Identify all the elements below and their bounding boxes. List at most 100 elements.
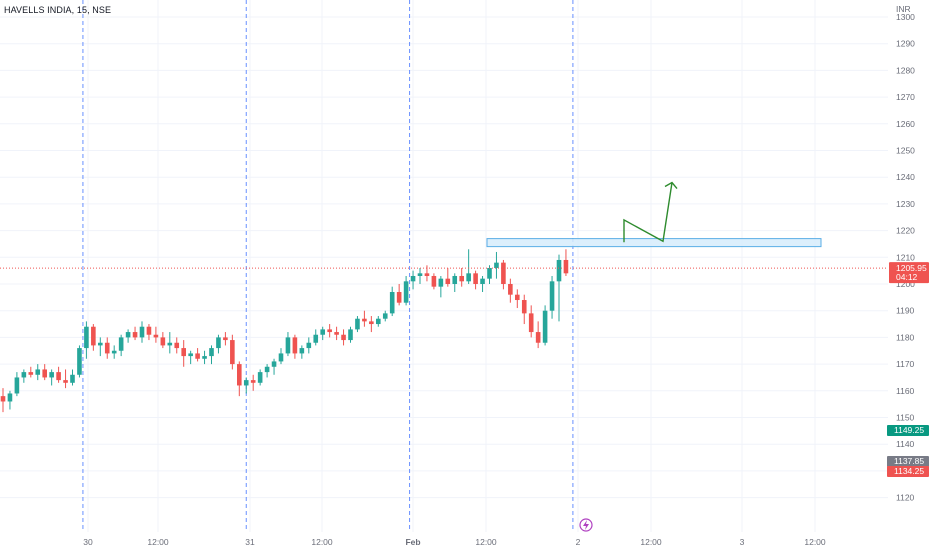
candle-body[interactable] [334,332,339,335]
x-tick-label: 3 [740,537,745,547]
candle-body[interactable] [70,374,75,383]
candle-body[interactable] [21,372,27,378]
candle-body[interactable] [264,366,270,373]
candle-body[interactable] [508,284,513,295]
candle-body[interactable] [188,353,193,357]
candle-body[interactable] [313,334,319,343]
currency-label: INR [896,4,911,14]
candle-body[interactable] [389,292,395,314]
candle-body[interactable] [445,278,451,284]
candle-body[interactable] [250,380,256,383]
candle-body[interactable] [355,318,360,330]
candle-body[interactable] [7,393,13,402]
candle-body[interactable] [376,318,381,325]
candle-body[interactable] [181,348,186,357]
y-tick-label: 1300 [896,12,915,22]
candle-body[interactable] [535,332,541,343]
candle-body[interactable] [237,364,242,386]
candle-body[interactable] [341,334,346,341]
candle-body[interactable] [230,340,235,365]
candle-body[interactable] [306,342,312,349]
candle-body[interactable] [98,342,103,346]
candle-body[interactable] [480,278,485,284]
candle-body[interactable] [396,292,402,303]
candle-body[interactable] [466,273,471,282]
candle-body[interactable] [195,353,200,359]
candle-body[interactable] [452,275,458,284]
candle-body[interactable] [111,350,117,354]
candle-body[interactable] [146,326,152,335]
time-axis[interactable]: 30 12:00 31 12:00 Feb 12:00 2 12:00 3 12:00 [83,537,826,547]
price-level-value: 1149.25 [894,425,924,435]
candle-body[interactable] [473,273,478,284]
candle-body[interactable] [382,313,388,319]
candle-body[interactable] [521,300,527,314]
events[interactable] [579,518,593,532]
candle-body[interactable] [487,267,492,279]
candle-body[interactable] [403,281,409,303]
candle-body[interactable] [542,310,548,343]
candle-body[interactable] [556,259,562,282]
candle-body[interactable] [299,348,305,354]
price-level-value: 1137.85 [894,456,924,466]
candle-body[interactable] [118,337,124,351]
candle-body[interactable] [35,369,41,375]
y-tick-label: 1270 [896,92,915,102]
candle-body[interactable] [327,329,332,333]
candle-body[interactable] [167,342,173,346]
price-level-badge [887,425,929,436]
candle-body[interactable] [278,353,284,362]
candle-body[interactable] [549,281,555,311]
candle-body[interactable] [153,334,159,338]
candle-body[interactable] [174,342,180,349]
candle-body[interactable] [515,294,520,301]
candle-body[interactable] [28,372,34,375]
candles[interactable] [0,249,569,413]
candle-body[interactable] [77,348,82,375]
candle-body[interactable] [63,380,68,383]
candle-body[interactable] [91,326,96,346]
drawings[interactable] [486,181,822,248]
candle-body[interactable] [0,396,6,402]
candle-body[interactable] [132,332,138,338]
candle-body[interactable] [84,326,89,349]
candle-body[interactable] [216,337,221,349]
candle-body[interactable] [501,262,506,284]
candle-body[interactable] [139,326,145,338]
candle-body[interactable] [257,372,263,383]
candle-body[interactable] [125,332,131,338]
candle-body[interactable] [243,380,249,386]
arrow-head-icon [664,181,678,189]
candle-body[interactable] [49,372,54,378]
candle-body[interactable] [362,318,367,322]
candle-body[interactable] [369,321,374,325]
candle-body[interactable] [56,372,61,381]
candle-body[interactable] [494,262,499,268]
candle-body[interactable] [271,361,277,367]
candle-body[interactable] [431,275,437,287]
candle-body[interactable] [285,337,291,354]
candle-body[interactable] [348,329,353,341]
candle-body[interactable] [202,356,207,359]
candle-body[interactable] [528,313,534,333]
candle-body[interactable] [438,278,444,287]
candle-body[interactable] [563,259,569,274]
candle-body[interactable] [223,337,228,341]
candle-body[interactable] [459,275,464,282]
candle-body[interactable] [320,329,325,335]
candle-body[interactable] [424,273,430,276]
candle-body[interactable] [14,377,20,394]
candle-body[interactable] [209,348,214,357]
candle-body[interactable] [104,342,110,354]
price-level-value: 1134.25 [894,466,924,476]
candle-body[interactable] [410,275,416,282]
candle-body[interactable] [292,337,298,354]
lightning-icon [583,520,589,530]
price-axis[interactable]: 1120113011401150116011701180119012001210… [887,4,929,503]
candle-body[interactable] [417,273,423,276]
projection-path[interactable] [623,182,673,243]
resistance-zone-rectangle[interactable] [486,238,822,248]
candle-body[interactable] [42,369,47,378]
candle-body[interactable] [160,337,166,346]
